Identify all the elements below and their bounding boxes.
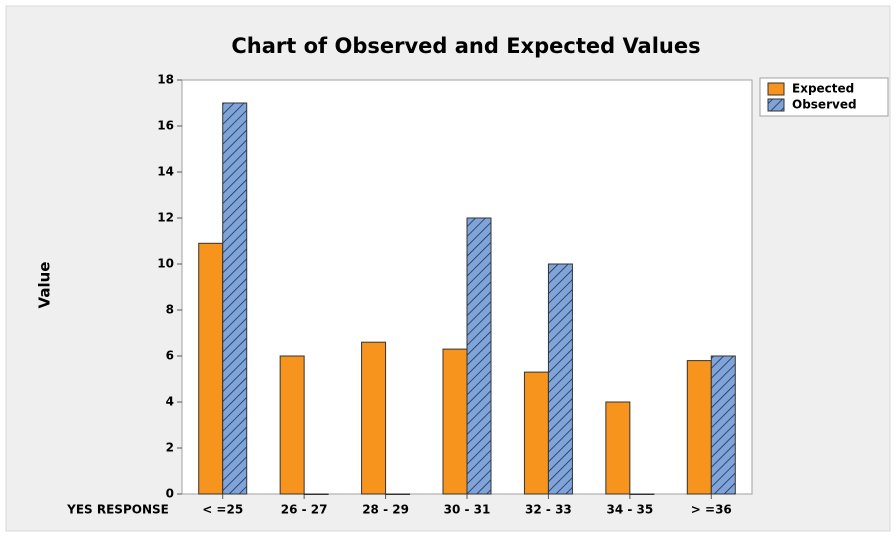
bar xyxy=(222,102,248,495)
bar xyxy=(385,493,411,495)
y-tick-label: 4 xyxy=(166,395,174,409)
bar xyxy=(629,493,655,495)
y-tick-label: 6 xyxy=(166,349,174,363)
bar xyxy=(361,341,387,495)
y-tick-label: 16 xyxy=(157,119,174,133)
legend-swatch xyxy=(767,98,785,112)
y-tick-label: 10 xyxy=(157,257,174,271)
bar xyxy=(605,401,631,495)
bar xyxy=(198,242,224,495)
x-tick-label: 34 - 35 xyxy=(606,503,653,517)
y-tick-label: 18 xyxy=(157,73,174,87)
bar xyxy=(442,348,468,495)
y-axis-label: Value xyxy=(36,262,54,309)
bar xyxy=(279,355,305,495)
bar xyxy=(686,360,712,495)
y-tick-label: 0 xyxy=(166,487,174,501)
bar xyxy=(466,217,492,495)
y-tick-label: 8 xyxy=(166,303,174,317)
legend-swatch xyxy=(767,82,785,96)
y-tick-label: 12 xyxy=(157,211,174,225)
bar xyxy=(303,493,329,495)
x-tick-label: 26 - 27 xyxy=(281,503,328,517)
x-tick-label: 30 - 31 xyxy=(444,503,491,517)
y-tick-label: 14 xyxy=(157,165,174,179)
bar xyxy=(710,355,736,495)
legend-label: Observed xyxy=(792,98,857,112)
x-tick-label: > =36 xyxy=(691,503,732,517)
y-tick-label: 2 xyxy=(166,441,174,455)
x-tick-label: 28 - 29 xyxy=(362,503,409,517)
x-tick-label: < =25 xyxy=(202,503,243,517)
x-tick-label: 32 - 33 xyxy=(525,503,572,517)
chart-title: Chart of Observed and Expected Values xyxy=(231,34,700,58)
x-axis-label: YES RESPONSE xyxy=(66,503,169,517)
bar xyxy=(523,371,549,495)
bar xyxy=(547,263,573,495)
legend-label: Expected xyxy=(792,82,854,96)
